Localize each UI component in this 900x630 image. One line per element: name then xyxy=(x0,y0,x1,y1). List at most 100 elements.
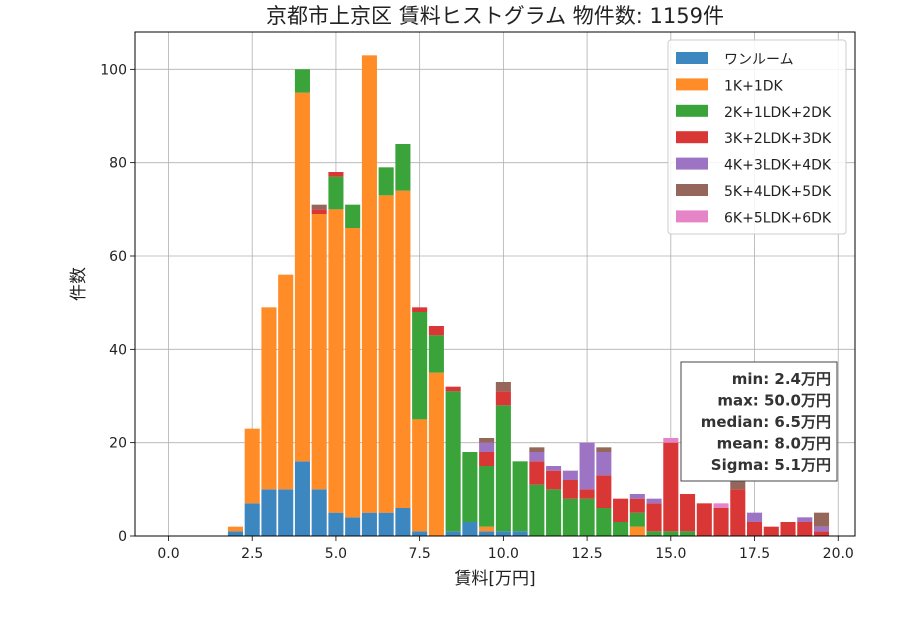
stats-line: max: 50.0万円 xyxy=(717,392,831,410)
x-tick-label: 20.0 xyxy=(823,546,854,562)
bar-0 xyxy=(412,531,428,536)
stats-line: median: 6.5万円 xyxy=(701,413,831,431)
bar-3 xyxy=(680,494,696,532)
bar-3 xyxy=(495,391,511,406)
stats-line: min: 2.4万円 xyxy=(732,370,831,388)
bar-0 xyxy=(378,512,394,536)
legend-swatch xyxy=(676,210,708,223)
bar-1 xyxy=(479,526,495,532)
bar-5 xyxy=(311,204,327,210)
legend-label: 6K+5LDK+6DK xyxy=(724,210,832,226)
bar-3 xyxy=(797,522,813,536)
bar-3 xyxy=(663,442,679,532)
bar-3 xyxy=(529,461,545,485)
bar-0 xyxy=(462,522,478,536)
bar-6 xyxy=(713,503,729,508)
bars xyxy=(227,55,830,536)
bar-3 xyxy=(780,522,796,536)
bar-4 xyxy=(529,452,545,462)
bar-1 xyxy=(227,526,243,532)
bar-3 xyxy=(311,209,327,214)
bar-3 xyxy=(328,172,344,177)
bar-1 xyxy=(345,228,361,518)
bar-3 xyxy=(629,498,645,513)
legend-label: 3K+2LDK+3DK xyxy=(724,131,832,147)
legend-swatch xyxy=(676,78,708,91)
bar-2 xyxy=(579,498,595,536)
y-tick-label: 80 xyxy=(109,156,127,172)
bar-4 xyxy=(646,498,662,504)
bar-1 xyxy=(412,419,428,532)
bar-0 xyxy=(261,489,277,536)
legend: ワンルーム 1K+1DK 2K+1LDK+2DK 3K+2LDK+3DK 4K+3LDK… xyxy=(667,39,847,235)
x-axis-label: 賃料[万円] xyxy=(454,569,535,589)
bar-0 xyxy=(311,489,327,536)
bar-0 xyxy=(294,461,310,536)
bar-3 xyxy=(596,475,612,508)
bar-3 xyxy=(730,489,746,536)
x-tick-label: 10.0 xyxy=(488,546,519,562)
bar-2 xyxy=(294,69,310,93)
bar-2 xyxy=(663,531,679,536)
bar-3 xyxy=(747,522,763,536)
bar-1 xyxy=(361,55,377,513)
bar-1 xyxy=(244,428,260,504)
bar-5 xyxy=(495,382,511,392)
y-tick-label: 60 xyxy=(109,249,127,265)
bar-2 xyxy=(629,512,645,527)
x-tick-label: 0.0 xyxy=(157,546,179,562)
bar-1 xyxy=(261,307,277,490)
x-tick-label: 7.5 xyxy=(409,546,431,562)
legend-swatch xyxy=(676,104,708,117)
bar-1 xyxy=(395,190,411,508)
bar-6 xyxy=(663,438,679,443)
bar-2 xyxy=(596,508,612,536)
bar-3 xyxy=(562,480,578,499)
bar-4 xyxy=(813,526,830,532)
bar-3 xyxy=(713,508,729,536)
bar-2 xyxy=(479,466,495,527)
bar-2 xyxy=(345,204,361,228)
bar-0 xyxy=(445,531,461,536)
bar-5 xyxy=(479,438,495,443)
bar-3 xyxy=(479,452,495,466)
bar-0 xyxy=(345,517,361,536)
bar-3 xyxy=(613,498,629,522)
bar-4 xyxy=(562,470,578,480)
bar-3 xyxy=(579,489,595,499)
bar-2 xyxy=(546,489,562,536)
stats-box: min: 2.4万円 max: 50.0万円 median: 6.5万円 mean: … xyxy=(680,361,838,482)
bar-1 xyxy=(278,274,294,490)
y-axis-ticks: 0 20 40 60 80 100 xyxy=(100,62,135,545)
y-tick-label: 20 xyxy=(109,436,127,452)
x-tick-label: 15.0 xyxy=(655,546,686,562)
bar-4 xyxy=(579,442,595,490)
bar-2 xyxy=(445,391,461,532)
bar-1 xyxy=(328,209,344,513)
bar-1 xyxy=(629,526,645,536)
bar-4 xyxy=(479,442,495,452)
bar-1 xyxy=(311,214,327,490)
x-axis-ticks: 0.0 2.5 5.0 7.5 10.0 12.5 15.0 17.5 20.0 xyxy=(157,536,854,562)
chart-title: 京都市上京区 賃料ヒストグラム 物件数: 1159件 xyxy=(266,4,724,28)
bar-5 xyxy=(529,447,545,452)
stats-frame xyxy=(680,361,838,482)
stats-line: Sigma: 5.1万円 xyxy=(711,456,831,474)
legend-label: 2K+1LDK+2DK xyxy=(724,105,832,121)
bar-0 xyxy=(244,503,260,536)
stats-line: mean: 8.0万円 xyxy=(717,435,831,453)
bar-2 xyxy=(495,405,511,532)
bar-2 xyxy=(328,176,344,210)
bar-5 xyxy=(730,480,746,490)
bar-4 xyxy=(596,452,612,476)
bar-3 xyxy=(428,326,444,336)
bar-1 xyxy=(378,195,394,513)
bar-0 xyxy=(495,531,511,536)
bar-2 xyxy=(378,167,394,196)
bar-5 xyxy=(813,512,830,527)
bar-2 xyxy=(646,531,662,536)
legend-swatch xyxy=(676,131,708,144)
legend-label: 1K+1DK xyxy=(724,78,784,94)
bar-3 xyxy=(646,503,662,532)
